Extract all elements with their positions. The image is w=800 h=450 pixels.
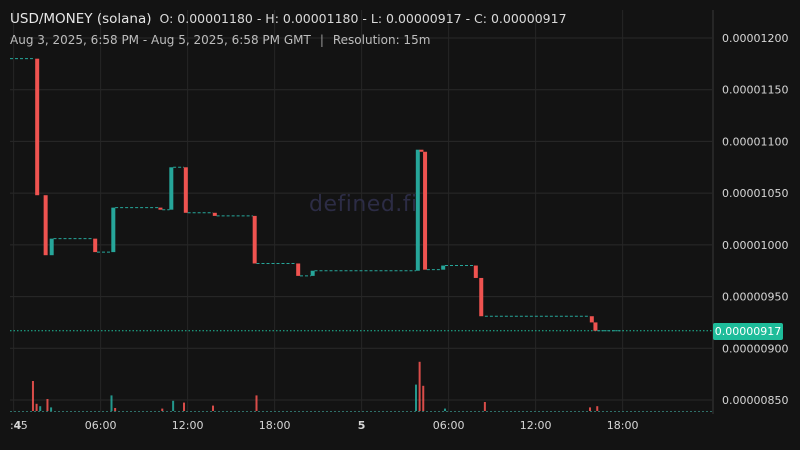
- pair-title: USD/MONEY (solana): [10, 11, 152, 27]
- price-candle: [35, 58, 40, 196]
- volume-bar: [39, 406, 42, 411]
- ohlc-values: O: 0.00001180 - H: 0.00001180 - L: 0.000…: [159, 11, 567, 26]
- price-candle: [212, 212, 217, 216]
- x-tick-label: 06:00: [85, 419, 117, 432]
- price-candle: [310, 270, 315, 276]
- price-candle: [415, 149, 420, 271]
- price-candle: [183, 167, 188, 213]
- price-candle: [479, 277, 484, 317]
- volume-bar: [444, 408, 446, 411]
- price-candle: [158, 207, 163, 210]
- x-tick-label: 12:00: [520, 419, 552, 432]
- date-range: Aug 3, 2025, 6:58 PM - Aug 5, 2025, 6:58…: [10, 33, 311, 47]
- y-tick-label: 0.00000950: [722, 291, 788, 304]
- price-candle: [473, 265, 478, 278]
- price-candle: [296, 263, 301, 276]
- price-candle: [252, 215, 257, 264]
- price-candle: [589, 316, 594, 323]
- x-tick-label: 18:00: [607, 419, 639, 432]
- y-tick-label: 0.00001150: [722, 84, 788, 97]
- price-candle: [111, 207, 116, 253]
- y-tick-label: 0.00000850: [722, 394, 788, 407]
- y-tick-label: 0.00001100: [722, 135, 788, 148]
- y-tick-label: 0.00000900: [722, 342, 788, 355]
- price-candle: [93, 238, 98, 253]
- x-tick-label: 06:00: [433, 419, 465, 432]
- volume-bar: [50, 407, 53, 411]
- price-candle: [49, 238, 54, 256]
- volume-bar: [422, 385, 425, 411]
- volume-bar: [418, 361, 421, 411]
- volume-bar: [255, 395, 258, 411]
- volume-bar: [31, 381, 34, 411]
- volume-bar: [183, 402, 185, 411]
- volume-bar: [596, 406, 599, 411]
- volume-bar: [114, 408, 117, 411]
- volume-bar: [589, 407, 591, 411]
- x-tick-label: 4: [14, 419, 22, 432]
- x-tick-label: 12:00: [172, 419, 204, 432]
- y-tick-label: 0.00001050: [722, 187, 788, 200]
- volume-bar: [483, 402, 486, 411]
- header-separator: |: [319, 33, 324, 47]
- volume-bar: [172, 400, 175, 411]
- volume-bar: [46, 399, 49, 411]
- volume-bar: [212, 405, 214, 411]
- y-tick-label: 0.00001000: [722, 239, 788, 252]
- resolution-label: Resolution: 15m: [332, 33, 431, 47]
- x-tick-label: 18:00: [259, 419, 291, 432]
- price-candle: [593, 322, 598, 331]
- last-price-tag: 0.00000917: [713, 323, 783, 340]
- x-tick-label: :45: [10, 419, 28, 432]
- price-candle: [419, 149, 424, 152]
- price-candle: [43, 195, 48, 256]
- chart-subheader: Aug 3, 2025, 6:58 PM - Aug 5, 2025, 6:58…: [10, 33, 430, 47]
- volume-bar: [110, 395, 113, 411]
- volume-bar: [161, 408, 164, 411]
- volume-bar: [35, 403, 38, 411]
- price-candle: [441, 265, 446, 270]
- chart-header: USD/MONEY (solana) O: 0.00001180 - H: 0.…: [10, 11, 567, 27]
- volume-bar: [415, 384, 417, 411]
- x-tick-label: 5: [358, 419, 366, 432]
- price-candle: [169, 167, 174, 210]
- y-tick-label: 0.00001200: [722, 32, 788, 45]
- price-candle: [423, 151, 428, 270]
